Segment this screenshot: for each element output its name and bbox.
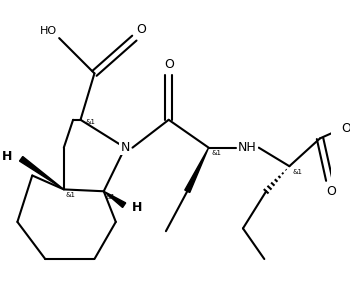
Polygon shape xyxy=(185,148,209,192)
Polygon shape xyxy=(104,191,126,207)
Text: &1: &1 xyxy=(292,169,302,175)
Polygon shape xyxy=(20,156,64,189)
Text: &1: &1 xyxy=(85,118,95,124)
Text: &1: &1 xyxy=(211,150,222,156)
Text: H: H xyxy=(132,201,142,214)
Text: O: O xyxy=(326,185,336,198)
Text: H: H xyxy=(1,150,12,163)
Text: NH: NH xyxy=(238,141,257,154)
Text: &1: &1 xyxy=(106,194,116,200)
Text: HO: HO xyxy=(40,26,57,36)
Text: O: O xyxy=(164,57,174,71)
Text: N: N xyxy=(120,141,130,154)
Text: &1: &1 xyxy=(66,192,76,198)
Text: O: O xyxy=(341,122,350,135)
Text: O: O xyxy=(136,23,146,36)
